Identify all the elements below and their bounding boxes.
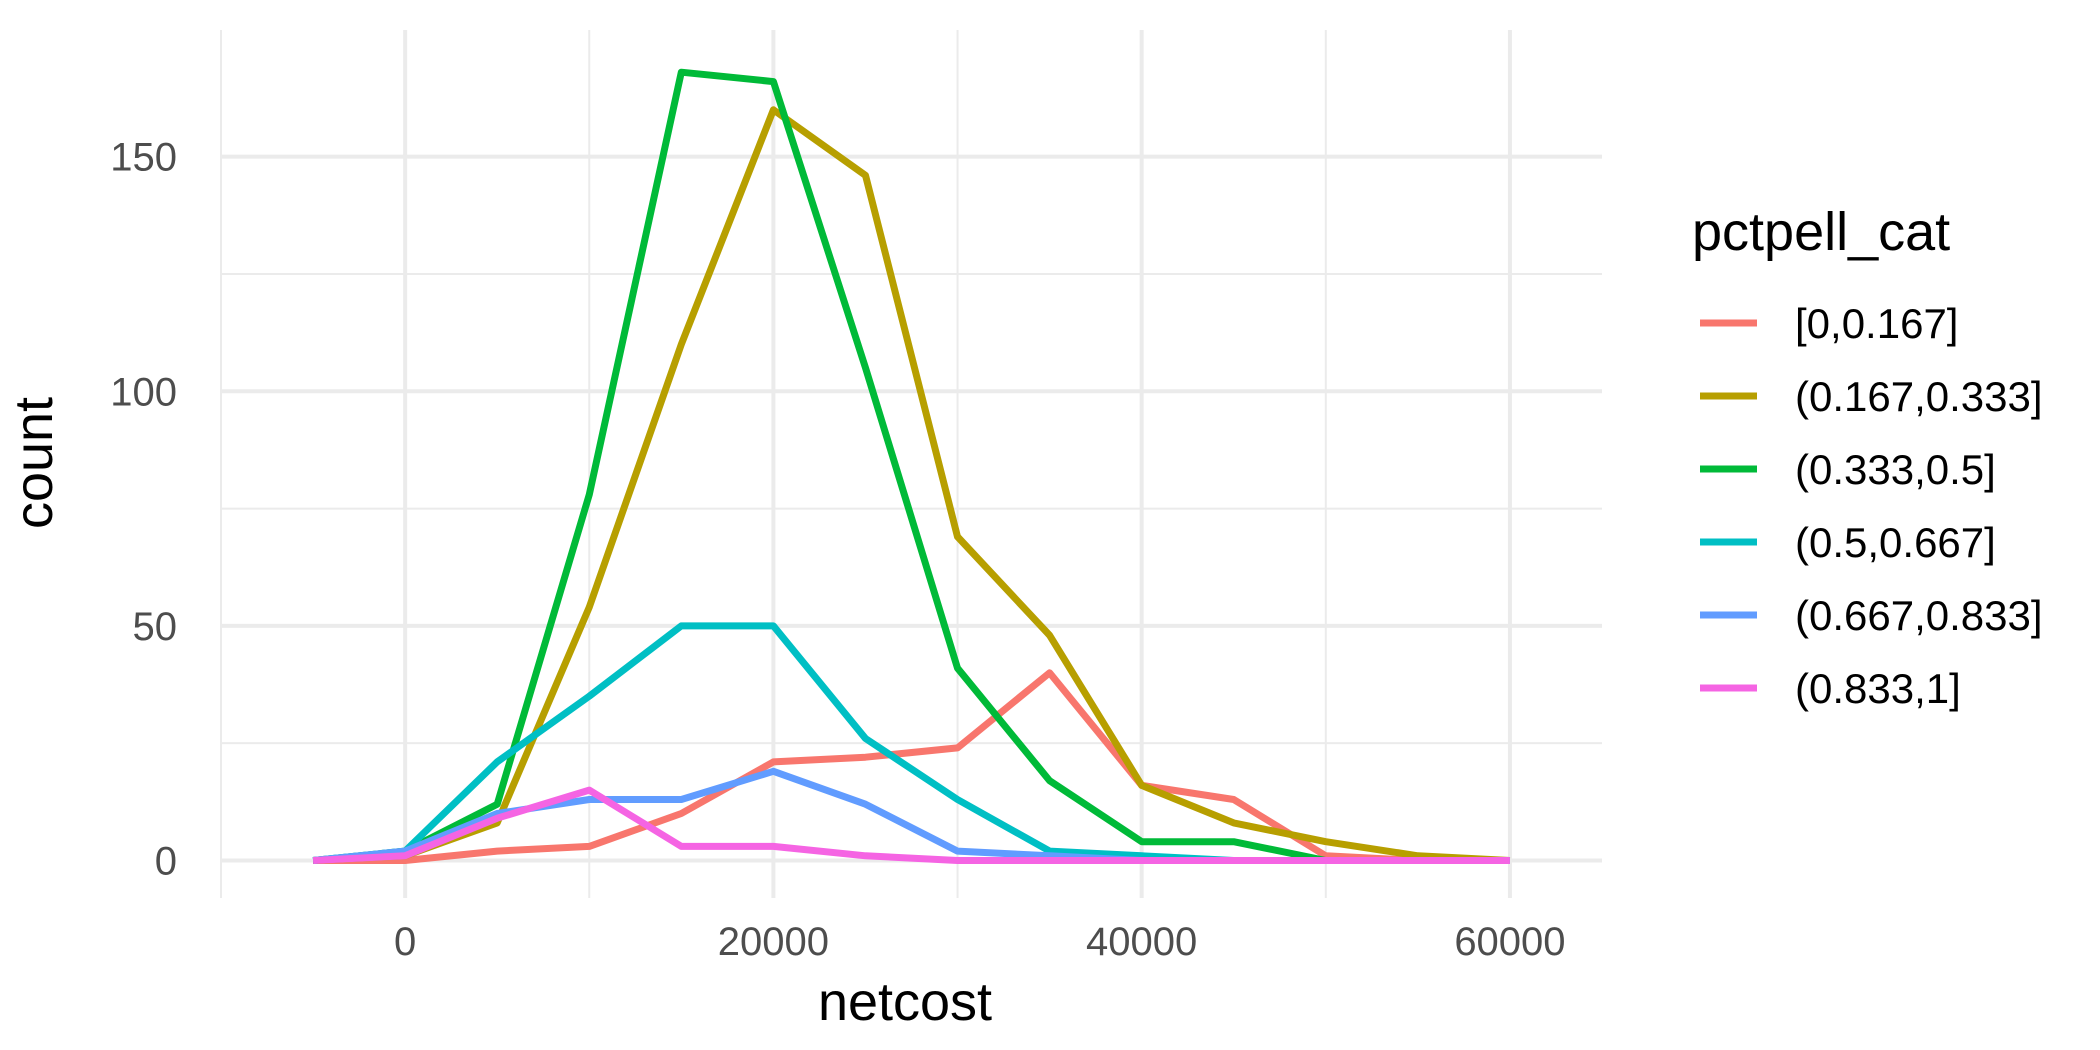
series-line-5: [312, 786, 1510, 864]
y-tick-label: 150: [110, 136, 177, 180]
legend-label: [0,0.167]: [1795, 300, 1958, 347]
legend-label: (0.833,1]: [1795, 665, 1961, 712]
series-line-1: [312, 106, 1511, 864]
major-gridlines: [221, 30, 1602, 898]
legend-label: (0.5,0.667]: [1795, 519, 1996, 566]
x-tick-label: 60000: [1454, 920, 1565, 964]
y-tick-label: 0: [155, 839, 177, 883]
x-axis-tick-labels: 0 20000 40000 60000: [394, 920, 1566, 964]
x-axis-title: netcost: [818, 972, 992, 1032]
series-line-0: [313, 669, 1510, 864]
legend-item: (0.833,1]: [1700, 665, 1961, 712]
y-tick-label: 100: [110, 370, 177, 414]
legend-label: (0.333,0.5]: [1795, 446, 1996, 493]
x-tick-label: 40000: [1086, 920, 1197, 964]
legend-items: [0,0.167] (0.167,0.333] (0.333,0.5] (0.5,0.…: [1700, 300, 2043, 712]
legend-title: pctpell_cat: [1692, 202, 1950, 262]
legend-item: (0.333,0.5]: [1700, 446, 1996, 493]
legend: pctpell_cat [0,0.167] (0.167,0.333] (0.333…: [1692, 202, 2043, 712]
x-tick-label: 0: [394, 920, 416, 964]
series-lines: [312, 68, 1511, 864]
y-axis-tick-labels: 0 50 100 150: [110, 136, 177, 884]
y-axis-title: count: [4, 397, 64, 529]
legend-item: (0.667,0.833]: [1700, 592, 2043, 639]
series-line-4: [312, 767, 1510, 864]
x-tick-label: 20000: [718, 920, 829, 964]
legend-item: [0,0.167]: [1700, 300, 1958, 347]
legend-item: (0.167,0.333]: [1700, 373, 2043, 420]
legend-item: (0.5,0.667]: [1700, 519, 1996, 566]
legend-label: (0.667,0.833]: [1795, 592, 2043, 639]
legend-label: (0.167,0.333]: [1795, 373, 2043, 420]
y-tick-label: 50: [133, 605, 178, 649]
